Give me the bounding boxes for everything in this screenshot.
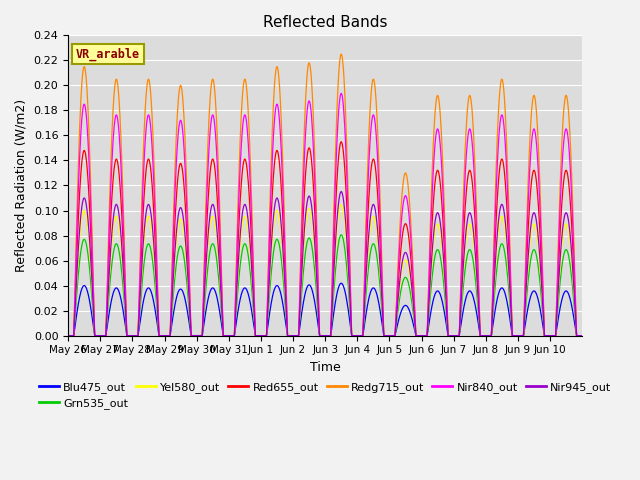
X-axis label: Time: Time (310, 361, 340, 374)
Text: VR_arable: VR_arable (76, 48, 140, 60)
Y-axis label: Reflected Radiation (W/m2): Reflected Radiation (W/m2) (15, 99, 28, 272)
Title: Reflected Bands: Reflected Bands (263, 15, 387, 30)
Legend: Blu475_out, Grn535_out, Yel580_out, Red655_out, Redg715_out, Nir840_out, Nir945_: Blu475_out, Grn535_out, Yel580_out, Red6… (35, 377, 616, 413)
